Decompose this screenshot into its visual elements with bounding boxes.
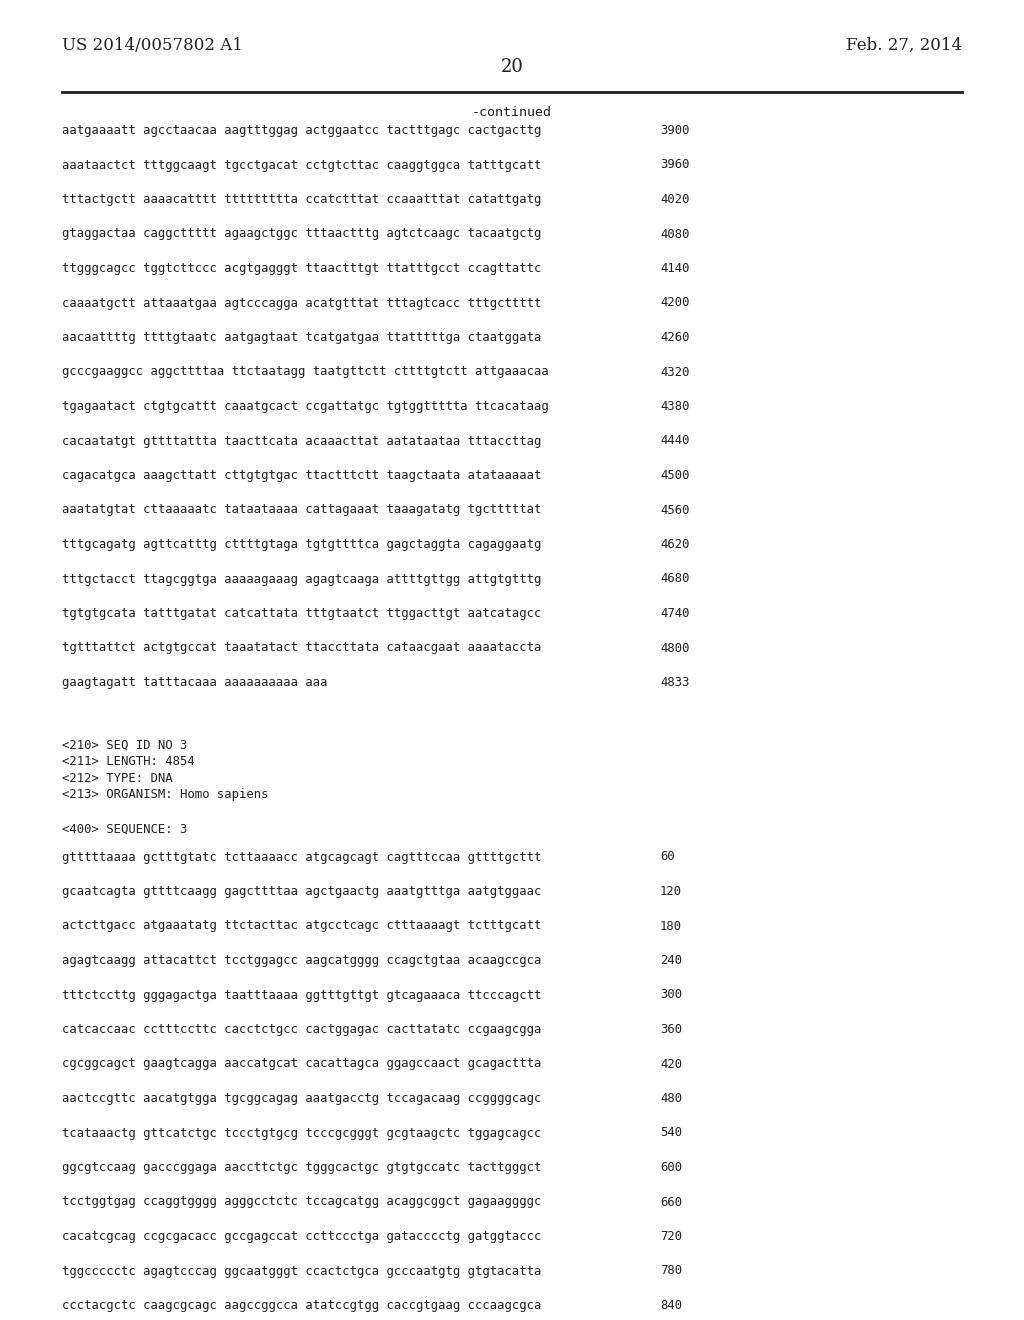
Text: 3900: 3900	[660, 124, 689, 137]
Text: <400> SEQUENCE: 3: <400> SEQUENCE: 3	[62, 822, 187, 836]
Text: 60: 60	[660, 850, 675, 863]
Text: 4560: 4560	[660, 503, 689, 516]
Text: 4833: 4833	[660, 676, 689, 689]
Text: agagtcaagg attacattct tcctggagcc aagcatgggg ccagctgtaa acaagccgca: agagtcaagg attacattct tcctggagcc aagcatg…	[62, 954, 542, 968]
Text: 4200: 4200	[660, 297, 689, 309]
Text: 4500: 4500	[660, 469, 689, 482]
Text: tttctccttg gggagactga taatttaaaa ggtttgttgt gtcagaaaca ttcccagctt: tttctccttg gggagactga taatttaaaa ggtttgt…	[62, 989, 542, 1002]
Text: 240: 240	[660, 954, 682, 968]
Text: aacaattttg ttttgtaatc aatgagtaat tcatgatgaa ttatttttga ctaatggata: aacaattttg ttttgtaatc aatgagtaat tcatgat…	[62, 331, 542, 345]
Text: aatgaaaatt agcctaacaa aagtttggag actggaatcc tactttgagc cactgacttg: aatgaaaatt agcctaacaa aagtttggag actggaa…	[62, 124, 542, 137]
Text: actcttgacc atgaaatatg ttctacttac atgcctcagc ctttaaaagt tctttgcatt: actcttgacc atgaaatatg ttctacttac atgcctc…	[62, 920, 542, 932]
Text: <213> ORGANISM: Homo sapiens: <213> ORGANISM: Homo sapiens	[62, 788, 268, 801]
Text: gcaatcagta gttttcaagg gagcttttaa agctgaactg aaatgtttga aatgtggaac: gcaatcagta gttttcaagg gagcttttaa agctgaa…	[62, 884, 542, 898]
Text: 840: 840	[660, 1299, 682, 1312]
Text: -continued: -continued	[472, 106, 552, 119]
Text: 20: 20	[501, 58, 523, 77]
Text: aactccgttc aacatgtgga tgcggcagag aaatgacctg tccagacaag ccggggcagc: aactccgttc aacatgtgga tgcggcagag aaatgac…	[62, 1092, 542, 1105]
Text: tttactgctt aaaacatttt ttttttttta ccatctttat ccaaatttat catattgatg: tttactgctt aaaacatttt ttttttttta ccatctt…	[62, 193, 542, 206]
Text: 180: 180	[660, 920, 682, 932]
Text: cagacatgca aaagcttatt cttgtgtgac ttactttctt taagctaata atataaaaat: cagacatgca aaagcttatt cttgtgtgac ttacttt…	[62, 469, 542, 482]
Text: 4380: 4380	[660, 400, 689, 413]
Text: 720: 720	[660, 1230, 682, 1243]
Text: 4680: 4680	[660, 573, 689, 586]
Text: 4020: 4020	[660, 193, 689, 206]
Text: 420: 420	[660, 1057, 682, 1071]
Text: 4800: 4800	[660, 642, 689, 655]
Text: tttgcagatg agttcatttg cttttgtaga tgtgttttca gagctaggta cagaggaatg: tttgcagatg agttcatttg cttttgtaga tgtgttt…	[62, 539, 542, 550]
Text: <212> TYPE: DNA: <212> TYPE: DNA	[62, 771, 173, 784]
Text: cgcggcagct gaagtcagga aaccatgcat cacattagca ggagccaact gcagacttta: cgcggcagct gaagtcagga aaccatgcat cacatta…	[62, 1057, 542, 1071]
Text: tgagaatact ctgtgcattt caaatgcact ccgattatgc tgtggttttta ttcacataag: tgagaatact ctgtgcattt caaatgcact ccgatta…	[62, 400, 549, 413]
Text: 4080: 4080	[660, 227, 689, 240]
Text: tcctggtgag ccaggtgggg agggcctctc tccagcatgg acaggcggct gagaaggggc: tcctggtgag ccaggtgggg agggcctctc tccagca…	[62, 1196, 542, 1209]
Text: cacatcgcag ccgcgacacc gccgagccat ccttccctga gatacccctg gatggtaccc: cacatcgcag ccgcgacacc gccgagccat ccttccc…	[62, 1230, 542, 1243]
Text: 480: 480	[660, 1092, 682, 1105]
Text: gtaggactaa caggcttttt agaagctggc tttaactttg agtctcaagc tacaatgctg: gtaggactaa caggcttttt agaagctggc tttaact…	[62, 227, 542, 240]
Text: Feb. 27, 2014: Feb. 27, 2014	[846, 37, 962, 54]
Text: ccctacgctc caagcgcagc aagccggcca atatccgtgg caccgtgaag cccaagcgca: ccctacgctc caagcgcagc aagccggcca atatccg…	[62, 1299, 542, 1312]
Text: 660: 660	[660, 1196, 682, 1209]
Text: aaataactct tttggcaagt tgcctgacat cctgtcttac caaggtggca tatttgcatt: aaataactct tttggcaagt tgcctgacat cctgtct…	[62, 158, 542, 172]
Text: tggccccctc agagtcccag ggcaatgggt ccactctgca gcccaatgtg gtgtacatta: tggccccctc agagtcccag ggcaatgggt ccactct…	[62, 1265, 542, 1278]
Text: gtttttaaaa gctttgtatc tcttaaaacc atgcagcagt cagtttccaa gttttgcttt: gtttttaaaa gctttgtatc tcttaaaacc atgcagc…	[62, 850, 542, 863]
Text: 3960: 3960	[660, 158, 689, 172]
Text: 540: 540	[660, 1126, 682, 1139]
Text: 120: 120	[660, 884, 682, 898]
Text: 4320: 4320	[660, 366, 689, 379]
Text: 300: 300	[660, 989, 682, 1002]
Text: 360: 360	[660, 1023, 682, 1036]
Text: gaagtagatt tatttacaaa aaaaaaaaaa aaa: gaagtagatt tatttacaaa aaaaaaaaaa aaa	[62, 676, 328, 689]
Text: ggcgtccaag gacccggaga aaccttctgc tgggcactgc gtgtgccatc tacttgggct: ggcgtccaag gacccggaga aaccttctgc tgggcac…	[62, 1162, 542, 1173]
Text: 4620: 4620	[660, 539, 689, 550]
Text: <210> SEQ ID NO 3: <210> SEQ ID NO 3	[62, 738, 187, 751]
Text: cacaatatgt gttttattta taacttcata acaaacttat aatataataa tttaccttag: cacaatatgt gttttattta taacttcata acaaact…	[62, 434, 542, 447]
Text: 4260: 4260	[660, 331, 689, 345]
Text: 4440: 4440	[660, 434, 689, 447]
Text: US 2014/0057802 A1: US 2014/0057802 A1	[62, 37, 243, 54]
Text: 4140: 4140	[660, 261, 689, 275]
Text: tgtttattct actgtgccat taaatatact ttaccttata cataacgaat aaaataccta: tgtttattct actgtgccat taaatatact ttacctt…	[62, 642, 542, 655]
Text: gcccgaaggcc aggcttttaa ttctaatagg taatgttctt cttttgtctt attgaaacaa: gcccgaaggcc aggcttttaa ttctaatagg taatgt…	[62, 366, 549, 379]
Text: <211> LENGTH: 4854: <211> LENGTH: 4854	[62, 755, 195, 768]
Text: aaatatgtat cttaaaaatc tataataaaa cattagaaat taaagatatg tgctttttat: aaatatgtat cttaaaaatc tataataaaa cattaga…	[62, 503, 542, 516]
Text: 780: 780	[660, 1265, 682, 1278]
Text: tcataaactg gttcatctgc tccctgtgcg tcccgcgggt gcgtaagctc tggagcagcc: tcataaactg gttcatctgc tccctgtgcg tcccgcg…	[62, 1126, 542, 1139]
Text: tttgctacct ttagcggtga aaaaagaaag agagtcaaga attttgttgg attgtgtttg: tttgctacct ttagcggtga aaaaagaaag agagtca…	[62, 573, 542, 586]
Text: 600: 600	[660, 1162, 682, 1173]
Text: tgtgtgcata tatttgatat catcattata tttgtaatct ttggacttgt aatcatagcc: tgtgtgcata tatttgatat catcattata tttgtaa…	[62, 607, 542, 620]
Text: catcaccaac cctttccttc cacctctgcc cactggagac cacttatatc ccgaagcgga: catcaccaac cctttccttc cacctctgcc cactgga…	[62, 1023, 542, 1036]
Text: ttgggcagcc tggtcttccc acgtgagggt ttaactttgt ttatttgcct ccagttattc: ttgggcagcc tggtcttccc acgtgagggt ttaactt…	[62, 261, 542, 275]
Text: caaaatgctt attaaatgaa agtcccagga acatgtttat tttagtcacc tttgcttttt: caaaatgctt attaaatgaa agtcccagga acatgtt…	[62, 297, 542, 309]
Text: 4740: 4740	[660, 607, 689, 620]
